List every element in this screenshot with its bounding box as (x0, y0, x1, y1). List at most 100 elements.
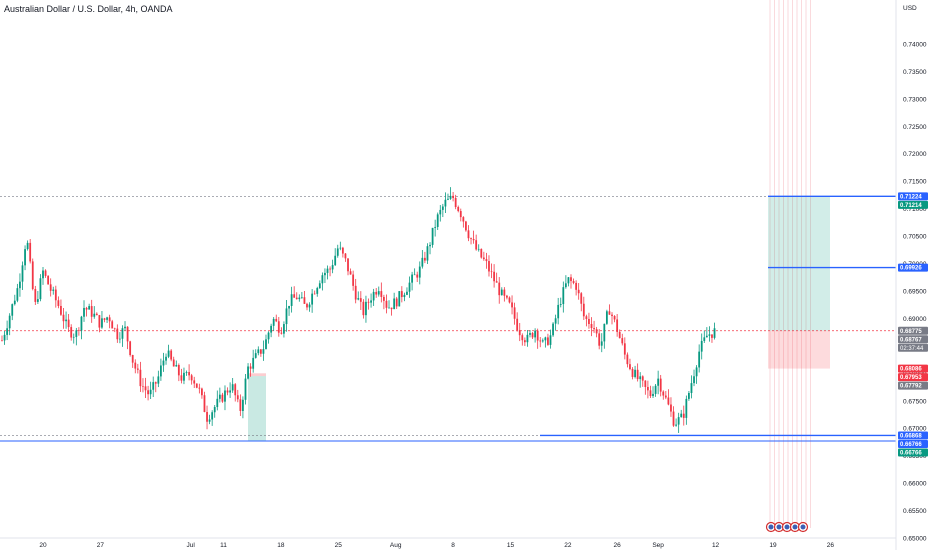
candle-body (354, 285, 357, 300)
candle-body (303, 297, 306, 304)
candle-body (639, 376, 642, 380)
candle-body (252, 357, 255, 369)
flag-center-icon (776, 524, 782, 530)
price-label-tag (898, 381, 928, 390)
candle-body (152, 382, 155, 390)
time-tick-label: 22 (564, 542, 572, 549)
candle-body (3, 334, 6, 341)
candle-body (172, 359, 175, 367)
price-label-text: 0.66766 (900, 442, 922, 448)
candle-body (65, 319, 67, 322)
candle-body (162, 360, 165, 366)
candle-body (60, 305, 62, 315)
candle-body (390, 307, 393, 310)
candle-body (116, 328, 119, 340)
candle-body (318, 283, 321, 289)
candle-body (75, 330, 78, 337)
candle-body (670, 404, 672, 412)
candle-body (441, 206, 444, 210)
candle-body (134, 362, 137, 369)
candle-body (659, 378, 662, 392)
price-label-tag (898, 373, 928, 382)
time-tick-label: 25 (335, 542, 343, 549)
candle-body (180, 375, 183, 381)
candle-body (667, 397, 670, 405)
candle-body (190, 375, 193, 381)
candle-body (239, 399, 242, 411)
price-label-text: 0.71224 (900, 194, 922, 200)
candle-body (198, 387, 201, 389)
candle-body (503, 289, 506, 296)
time-tick-label: 8 (451, 542, 455, 549)
candle-body (160, 365, 162, 377)
time-tick-label: 26 (827, 542, 835, 549)
candle-body (621, 338, 624, 344)
price-tick-label: 0.65500 (903, 508, 927, 515)
candle-body (447, 198, 449, 200)
price-label-text: 0.66766 (900, 450, 922, 456)
candle-body (626, 354, 629, 365)
candle-body (570, 277, 572, 282)
price-label-tag (898, 192, 928, 201)
price-label-text: 0.68775 (900, 329, 922, 335)
price-tick-label: 0.72000 (903, 151, 927, 158)
candle-body (111, 321, 114, 329)
candle-body (372, 291, 375, 301)
candle-body (485, 259, 488, 262)
candle-body (531, 333, 534, 338)
candle-body (357, 298, 360, 300)
candle-body (98, 315, 101, 328)
candle-body (208, 419, 211, 422)
candle-body (700, 340, 703, 352)
candle-body (418, 266, 421, 278)
candle-body (608, 311, 611, 315)
candle-body (72, 336, 75, 338)
candle-body (416, 274, 419, 278)
candle-body (493, 271, 496, 282)
candle-body (344, 253, 347, 259)
candle-body (280, 332, 283, 334)
candle-body (308, 304, 311, 308)
candle-body (431, 227, 434, 245)
price-label-text: 0.67953 (900, 375, 922, 381)
candle-body (13, 300, 16, 305)
price-tick-label: 0.74000 (903, 41, 927, 48)
candle-body (459, 211, 462, 218)
candle-body (452, 195, 454, 199)
candle-body (11, 304, 14, 316)
candle-body (664, 395, 667, 398)
candle-body (167, 350, 170, 357)
candle-body (339, 247, 342, 249)
price-label-tag (898, 448, 928, 457)
candle-body (482, 257, 485, 260)
candle-body (283, 324, 285, 334)
candle-body (613, 316, 616, 320)
candle-body (523, 340, 526, 343)
candle-body (682, 413, 685, 418)
candle-body (631, 369, 634, 377)
position-target-zone[interactable] (768, 196, 830, 331)
candle-body (242, 399, 244, 411)
candle-body (24, 249, 26, 266)
candle-body (47, 275, 50, 285)
chart-title: Australian Dollar / U.S. Dollar, 4h, OAN… (4, 4, 173, 14)
candle-body (636, 369, 639, 380)
candle-body (600, 341, 603, 346)
candle-body (470, 238, 472, 240)
candle-body (177, 365, 180, 376)
candle-body (101, 318, 103, 328)
candle-body (564, 283, 567, 288)
position-stop-zone[interactable] (768, 330, 830, 369)
candle-body (575, 282, 578, 290)
countdown-tag (898, 343, 928, 352)
candle-body (36, 299, 39, 302)
candle-body (477, 248, 480, 250)
candle-body (680, 413, 683, 418)
candle-body (557, 304, 560, 319)
candle-body (183, 372, 185, 381)
candle-body (285, 308, 288, 325)
candle-body (6, 328, 9, 335)
